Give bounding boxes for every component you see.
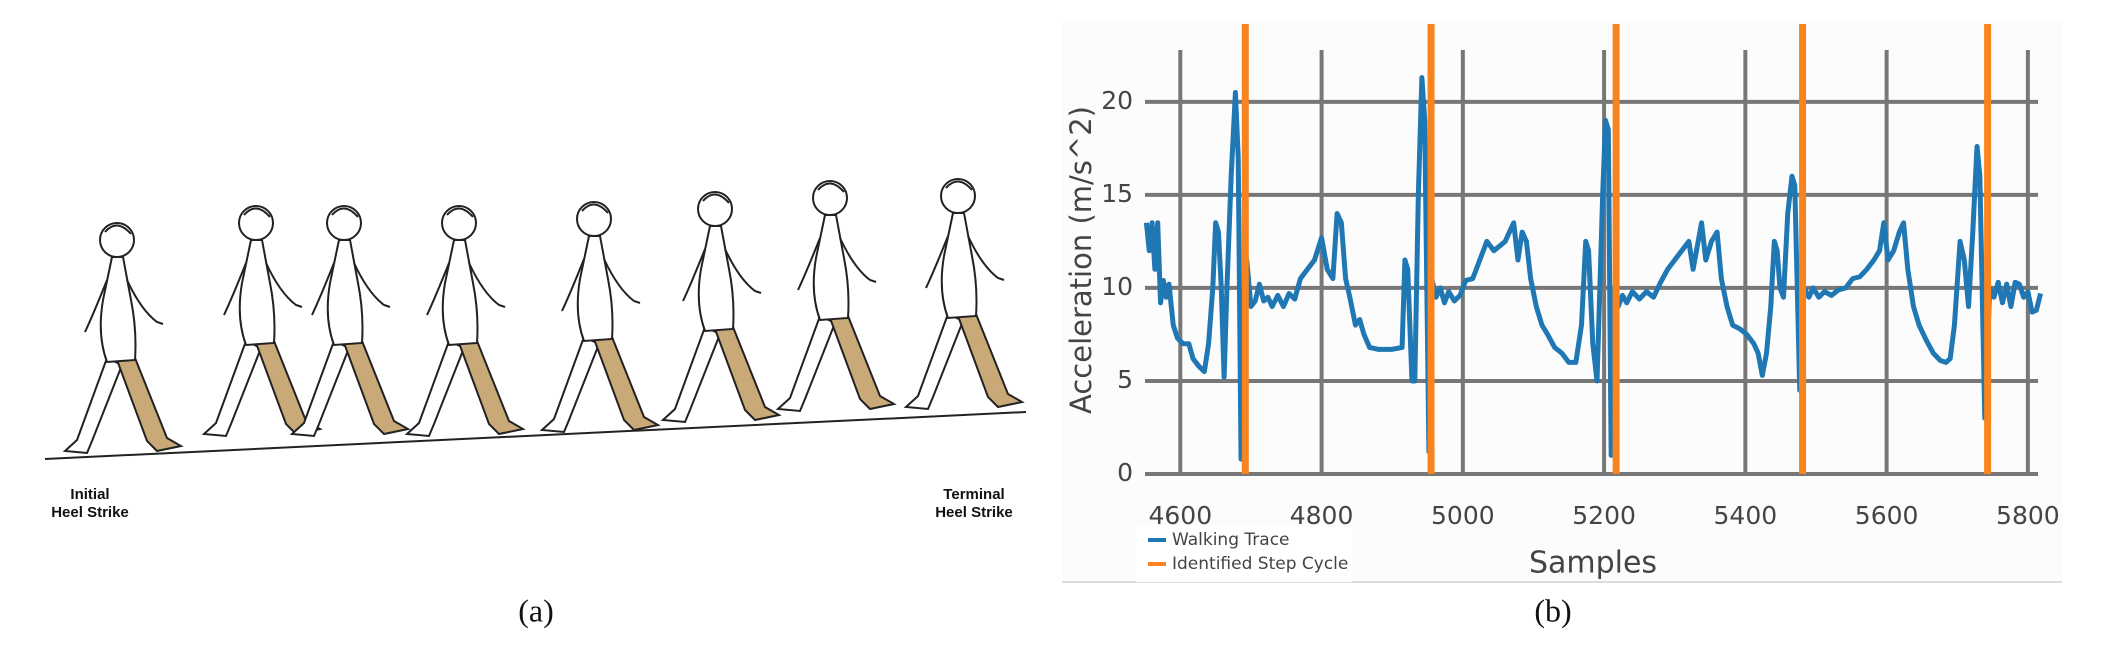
gait-label: Initial (70, 486, 109, 503)
caption: (a) (518, 592, 554, 628)
y-tick-label: 15 (1101, 179, 1133, 208)
walker (662, 191, 780, 423)
x-axis-label: Samples (1529, 546, 1657, 581)
y-tick-label: 10 (1101, 272, 1133, 301)
y-tick-label: 5 (1117, 365, 1133, 394)
walker (777, 180, 895, 412)
legend-label: Identified Step Cycle (1172, 554, 1348, 574)
legend: Walking Trace Identified Step Cycle (1136, 526, 1352, 582)
gait-label: Terminal (943, 486, 1004, 503)
gait-label: Heel Strike (935, 504, 1013, 521)
walker (905, 178, 1023, 410)
x-tick-label: 4600 (1149, 501, 1213, 530)
y-tick-label: 20 (1101, 86, 1133, 115)
x-tick-label: 5000 (1431, 501, 1495, 530)
y-axis-label: Acceleration (m/s^2) (1064, 106, 1098, 414)
x-tick-label: 5400 (1714, 501, 1778, 530)
x-tick-label: 4800 (1290, 501, 1354, 530)
legend-label: Walking Trace (1172, 530, 1290, 550)
gait-illustration: Initial Heel Strike Terminal Heel Strike (44, 178, 1027, 521)
x-tick-label: 5600 (1855, 501, 1919, 530)
walker (291, 205, 409, 437)
walker (406, 205, 524, 437)
walker (203, 205, 321, 437)
y-tick-label: 0 (1117, 458, 1133, 487)
x-tick-label: 5800 (1996, 501, 2060, 530)
x-tick-label: 5200 (1572, 501, 1636, 530)
walker (64, 222, 182, 454)
walker (541, 201, 659, 433)
chart: 0 5 10 15 20 4600 4800 5000 5200 5400 5600 5800 Samp… (1062, 20, 2062, 583)
ground-line (44, 411, 1027, 460)
legend-background (1136, 526, 1352, 582)
caption: (b) (1534, 592, 1571, 628)
trace-line (1143, 75, 2044, 462)
gait-label: Heel Strike (51, 504, 129, 521)
